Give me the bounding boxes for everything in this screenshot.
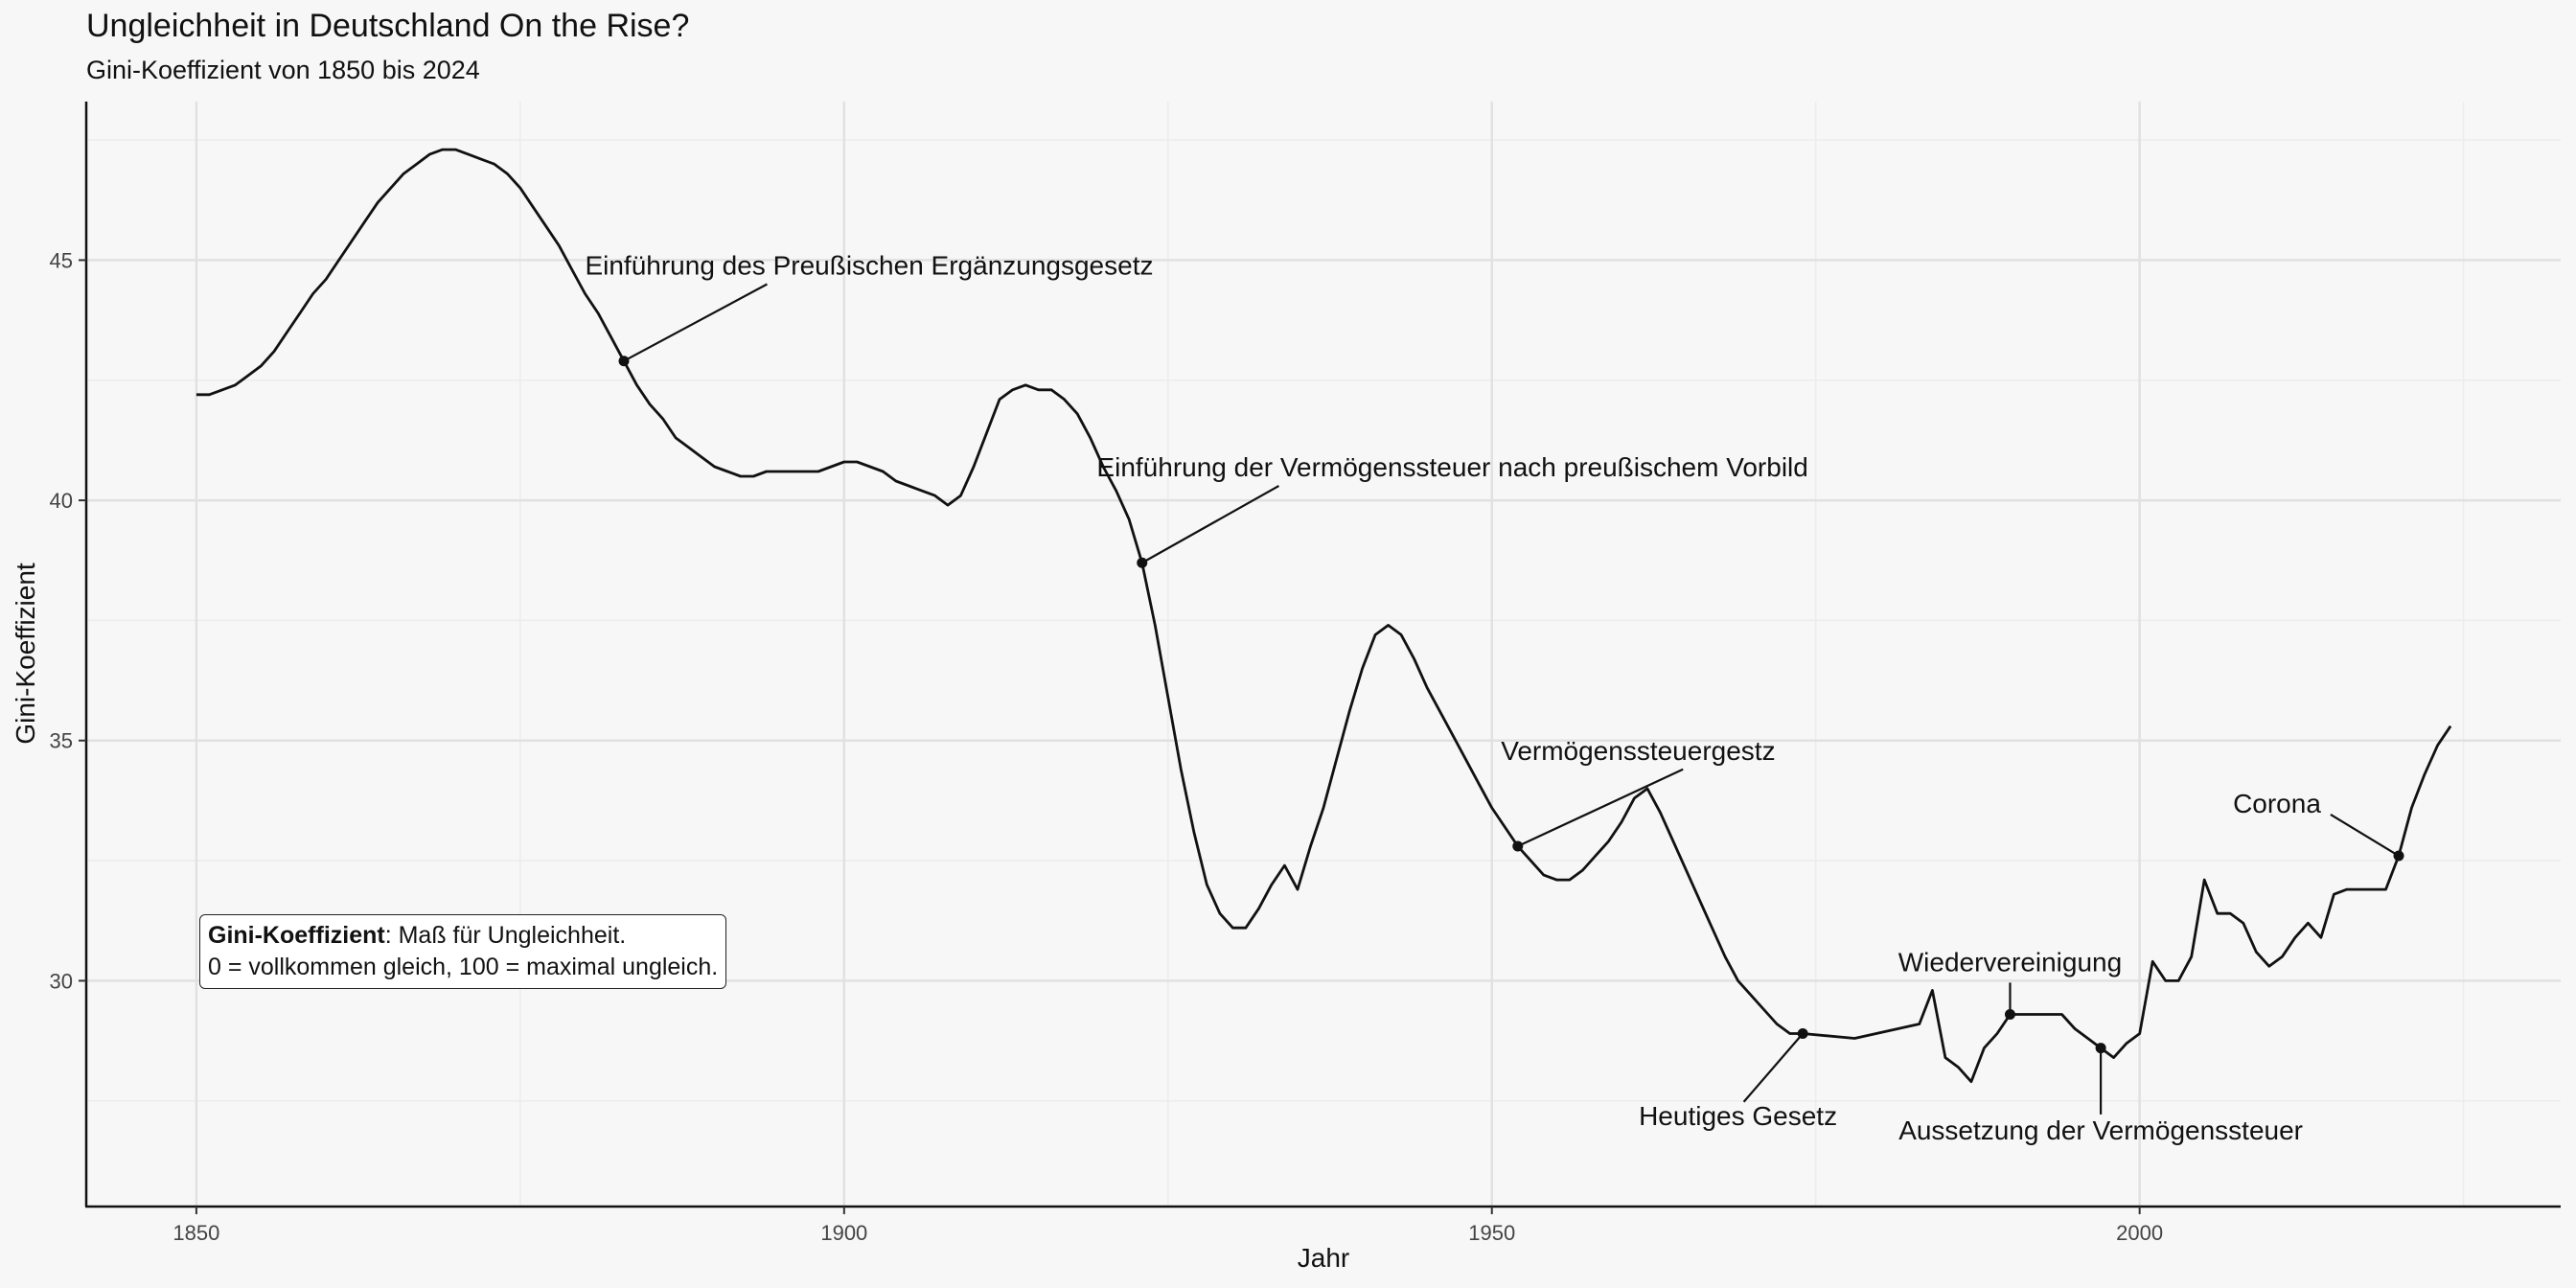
- annotation-point: [2004, 1008, 2015, 1020]
- info-box-line1: Gini-Koeffizient: Maß für Ungleichheit.: [208, 920, 718, 952]
- x-tick-label: 2000: [2116, 1221, 2163, 1245]
- x-tick-label: 1900: [820, 1221, 867, 1245]
- annotation-label: Heutiges Gesetz: [1639, 1101, 1837, 1131]
- annotation-leader-line: [1742, 1032, 1805, 1103]
- series-line-gini: [196, 148, 2452, 1084]
- annotation-label: Einführung des Preußischen Ergänzungsges…: [585, 250, 1153, 280]
- axis-ticks: 1850 1900 1950 2000 30 35 40 45: [50, 248, 2164, 1245]
- annotation-point: [1512, 840, 1524, 852]
- annotation-leader-line: [1141, 485, 1279, 564]
- annotation-point: [2095, 1043, 2106, 1054]
- annotation-label: Einführung der Vermögenssteuer nach preu…: [1096, 452, 1807, 482]
- annotation-leader-line: [1517, 768, 1684, 848]
- y-tick-label: 30: [50, 969, 73, 993]
- y-tick-label: 45: [50, 248, 73, 272]
- y-tick-label: 40: [50, 489, 73, 513]
- x-tick-label: 1950: [1468, 1221, 1515, 1245]
- info-box-line1-rest: : Maß für Ungleichheit.: [384, 922, 627, 949]
- annotation-leader-line: [2330, 813, 2400, 857]
- grid-lines: [86, 102, 2561, 1207]
- annotation-point: [1137, 557, 1148, 568]
- y-axis-title: Gini-Koeffizient: [11, 563, 40, 745]
- annotation-leader-line: [623, 283, 768, 362]
- x-axis-title: Jahr: [1298, 1243, 1349, 1273]
- annotation-label: Aussetzung der Vermögenssteuer: [1898, 1116, 2303, 1145]
- chart-title: Ungleichheit in Deutschland On the Rise?: [86, 8, 690, 44]
- annotation-point: [2393, 850, 2404, 862]
- annotation-point: [618, 356, 630, 367]
- annotation-label: Wiedervereinigung: [1898, 947, 2122, 977]
- y-tick-label: 35: [50, 729, 73, 753]
- info-box: Gini-Koeffizient: Maß für Ungleichheit. …: [199, 914, 727, 989]
- annotation-point: [1797, 1028, 1808, 1040]
- info-box-line2: 0 = vollkommen gleich, 100 = maximal ung…: [208, 954, 719, 980]
- info-box-bold: Gini-Koeffizient: [208, 922, 385, 949]
- x-tick-label: 1850: [172, 1221, 219, 1245]
- annotation-label: Corona: [2233, 789, 2321, 818]
- annotation-label: Vermögenssteuergestz: [1501, 736, 1775, 766]
- annotations: Einführung des Preußischen Ergänzungsges…: [585, 250, 2404, 1145]
- chart-subtitle: Gini-Koeffizient von 1850 bis 2024: [86, 56, 480, 84]
